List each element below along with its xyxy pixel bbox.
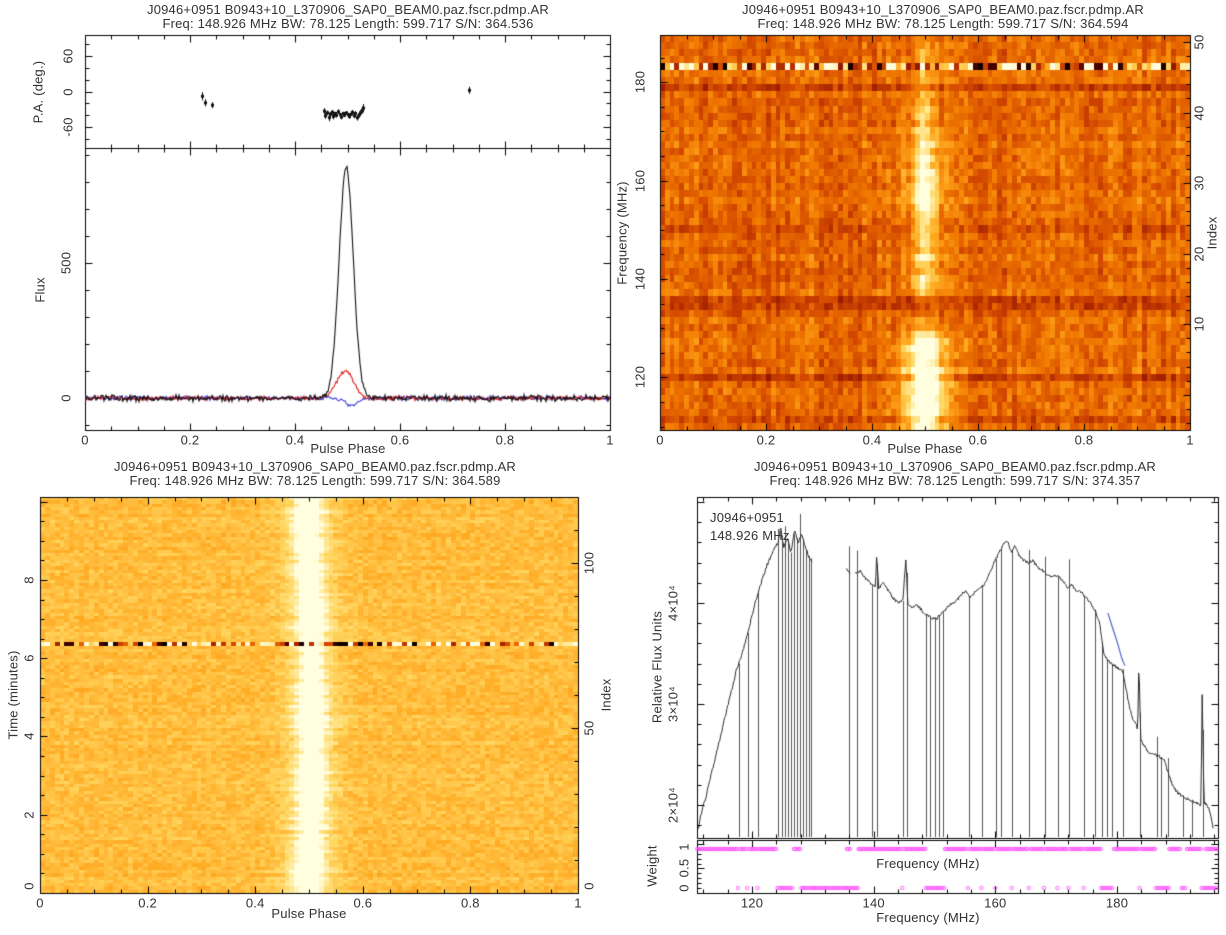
tick-label: 0.6	[968, 432, 988, 448]
tick-label: 0	[58, 394, 74, 402]
index-axis-label: Index	[1204, 216, 1220, 250]
tick-label: 0.8	[461, 895, 480, 911]
tick-label: 0.4	[245, 895, 265, 911]
tick-label: 0.4	[285, 432, 305, 448]
tick-label: 2	[21, 811, 37, 819]
source-annotation-freq: 148.926 MHz	[710, 528, 790, 543]
tick-label: 0	[60, 87, 76, 96]
tick-label: 0	[581, 882, 597, 890]
tick-label: 0.2	[756, 432, 776, 448]
subint-index-axis-label: Index	[598, 678, 614, 712]
tick-label: 2×10⁴	[665, 787, 681, 823]
pa-axis-label: P.A. (deg.)	[30, 60, 46, 124]
tick-label: 160	[632, 169, 648, 192]
timephase-subtitle: Freq: 148.926 MHz BW: 78.125 Length: 599…	[129, 473, 501, 488]
tick-label: 120	[740, 895, 764, 911]
tick-label: 0	[36, 895, 44, 911]
tick-label: 50	[581, 720, 597, 736]
tick-label: 0.5	[676, 859, 692, 878]
profile-subtitle: Freq: 148.926 MHz BW: 78.125 Length: 599…	[162, 16, 534, 31]
time-axis-label: Time (minutes)	[5, 650, 21, 740]
tick-label: 0.2	[180, 432, 200, 448]
tick-label: 0.8	[495, 432, 515, 448]
profile-xlabel: Pulse Phase	[310, 441, 386, 456]
tick-label: 0.4	[862, 432, 882, 448]
tick-label: 6	[21, 654, 37, 662]
tick-label: 40	[1191, 105, 1207, 121]
freqphase-subtitle: Freq: 148.926 MHz BW: 78.125 Length: 599…	[757, 16, 1129, 31]
tick-label: 140	[862, 895, 885, 911]
tick-label: 10	[1191, 316, 1207, 332]
tick-label: 180	[1105, 895, 1129, 911]
tick-label: 0	[656, 432, 664, 448]
freqphase-title: J0946+0951 B0943+10_L370906_SAP0_BEAM0.p…	[741, 2, 1145, 17]
flux-axis-label: Flux	[32, 277, 48, 303]
relative-flux-axis-label: Relative Flux Units	[649, 610, 665, 724]
timephase-title: J0946+0951 B0943+10_L370906_SAP0_BEAM0.p…	[113, 459, 517, 474]
tick-label: 0	[21, 882, 37, 890]
spectrum-subtitle: Freq: 148.926 MHz BW: 78.125 Length: 599…	[769, 473, 1141, 488]
tick-label: 120	[632, 366, 648, 389]
spectrum-xlabel-inner: Frequency (MHz)	[876, 856, 980, 871]
tick-label: 0.2	[138, 895, 157, 911]
tick-label: 50	[1191, 34, 1207, 50]
source-annotation-name: J0946+0951	[710, 510, 784, 525]
tick-label: 1	[574, 895, 582, 911]
freqphase-xlabel: Pulse Phase	[887, 441, 963, 456]
spectrum-xlabel: Frequency (MHz)	[876, 910, 980, 925]
tick-label: 0	[81, 432, 89, 448]
frequency-axis-label: Frequency (MHz)	[614, 181, 630, 285]
weight-axis-label: Weight	[644, 845, 660, 887]
tick-label: 20	[1191, 246, 1207, 262]
tick-label: 8	[21, 576, 37, 584]
tick-label: 140	[632, 267, 648, 291]
tick-label: 180	[632, 71, 648, 94]
tick-label: 1	[676, 843, 692, 851]
tick-label: 0.8	[1074, 432, 1094, 448]
tick-label: 100	[581, 551, 597, 575]
tick-label: -60	[60, 117, 76, 137]
profile-title: J0946+0951 B0943+10_L370906_SAP0_BEAM0.p…	[146, 2, 550, 17]
spectrum-title: J0946+0951 B0943+10_L370906_SAP0_BEAM0.p…	[753, 459, 1157, 474]
tick-label: 4×10⁴	[665, 585, 681, 621]
tick-label: 3×10⁴	[665, 686, 681, 722]
tick-label: 0	[676, 884, 692, 892]
tick-label: 1	[1186, 432, 1194, 448]
timephase-xlabel: Pulse Phase	[271, 906, 347, 921]
tick-label: 0.6	[353, 895, 373, 911]
tick-label: 30	[1191, 175, 1207, 191]
tick-label: 500	[58, 251, 74, 275]
tick-label: 4	[21, 732, 37, 741]
tick-label: 60	[60, 48, 76, 64]
tick-label: 1	[606, 432, 614, 448]
tick-label: 0.6	[390, 432, 410, 448]
tick-label: 160	[984, 895, 1007, 911]
